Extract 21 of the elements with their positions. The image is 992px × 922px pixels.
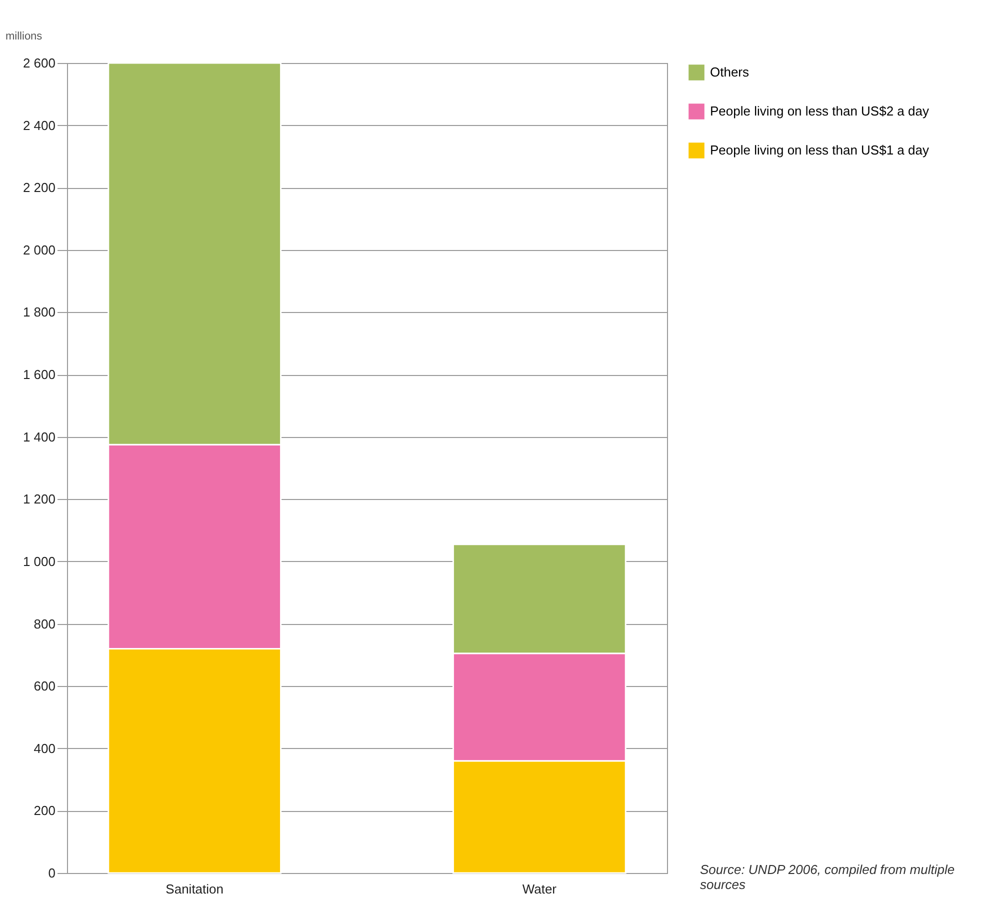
source-note: Source: UNDP 2006, compiled from multiple sources — [700, 862, 956, 892]
legend-label: Others — [710, 64, 750, 80]
y-axis-title: millions — [6, 30, 43, 42]
y-tick-label: 400 — [34, 740, 56, 756]
y-tick-label: 2 000 — [22, 242, 56, 258]
y-tick-label: 200 — [34, 803, 56, 818]
legend-label: People living on less than US$1 a day — [710, 142, 930, 158]
y-tick-label: 2 200 — [22, 180, 56, 196]
y-tick-label: 1 800 — [22, 304, 56, 320]
y-tick-label: 1 200 — [22, 492, 56, 507]
y-tick-label: 1 000 — [22, 554, 56, 569]
y-tick-label: 2 400 — [22, 118, 56, 133]
y-tick-label: 1 400 — [22, 429, 56, 444]
x-tick-label: Water — [522, 882, 558, 896]
legend-label: People living on less than US$2 a day — [710, 104, 930, 118]
y-tick-label: 0 — [48, 866, 56, 880]
x-tick-label: Sanitation — [166, 882, 224, 896]
y-tick-label: 2 600 — [22, 56, 56, 70]
y-tick-label: 1 600 — [22, 367, 56, 382]
y-tick-label: 800 — [34, 616, 56, 632]
y-tick-label: 600 — [34, 678, 56, 694]
